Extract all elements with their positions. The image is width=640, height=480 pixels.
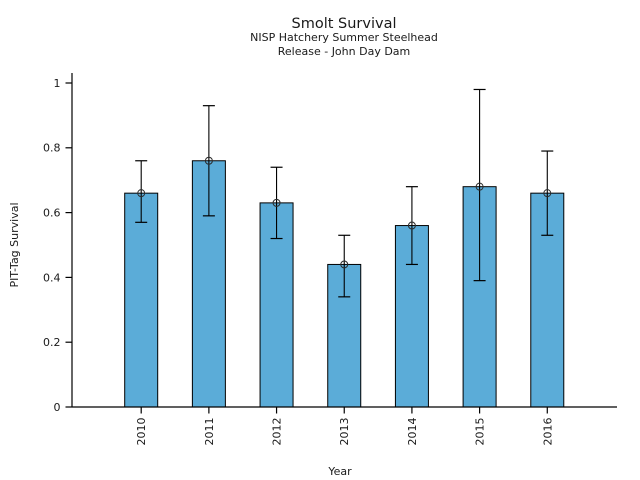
mean-marker-2010 xyxy=(137,189,146,198)
y-axis-label: PIT-Tag Survival xyxy=(8,202,21,287)
x-axis-label: Year xyxy=(327,465,352,478)
bar-2010 xyxy=(124,192,159,408)
y-tick-label-0.6: 0.6 xyxy=(43,206,61,219)
x-tick-label-2015: 2015 xyxy=(474,418,487,446)
chart-subtitle-line2: Release - John Day Dam xyxy=(278,45,411,58)
x-tick-label-2016: 2016 xyxy=(541,418,554,446)
chart-subtitle-line1: NISP Hatchery Summer Steelhead xyxy=(250,31,438,44)
y-tick-label-0.4: 0.4 xyxy=(43,271,61,284)
y-tick-label-0.2: 0.2 xyxy=(43,336,61,349)
bar-2014 xyxy=(394,225,429,408)
mean-marker-2012 xyxy=(272,198,281,207)
y-tick-label-1: 1 xyxy=(54,77,61,90)
plot-area: 0 0.2 0.4 0.6 0.8 1 2010 2011 2012 2013 2014 2015 20… xyxy=(43,73,617,446)
y-tick-label-0: 0 xyxy=(54,401,61,414)
x-tick-label-2014: 2014 xyxy=(406,418,419,446)
y-tick-label-0.8: 0.8 xyxy=(43,142,61,155)
chart-title: Smolt Survival xyxy=(292,16,397,32)
mean-marker-2014 xyxy=(407,221,416,230)
x-tick-label-2010: 2010 xyxy=(135,418,148,446)
x-tick-label-2013: 2013 xyxy=(338,418,351,446)
mean-marker-2011 xyxy=(204,156,213,165)
x-tick-label-2012: 2012 xyxy=(271,418,284,446)
mean-marker-2016 xyxy=(543,189,552,198)
mean-marker-2015 xyxy=(475,182,484,191)
mean-marker-2013 xyxy=(340,260,349,269)
x-tick-label-2011: 2011 xyxy=(203,418,216,446)
